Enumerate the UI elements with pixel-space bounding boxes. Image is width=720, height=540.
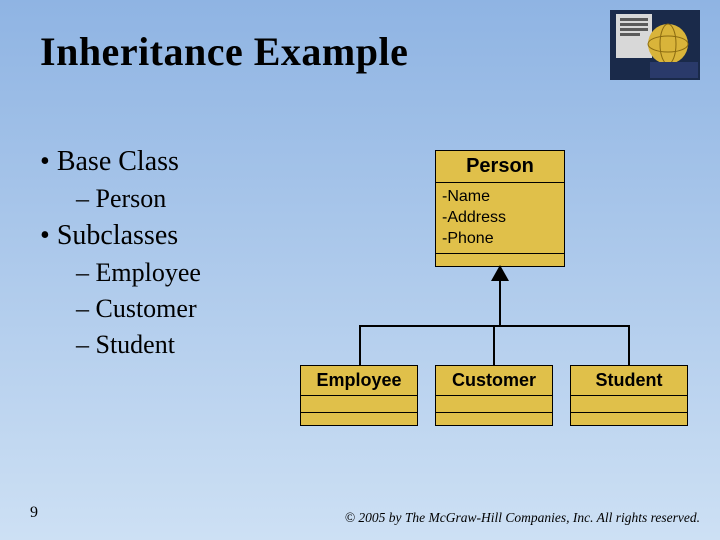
slide-title: Inheritance Example (40, 28, 408, 75)
copyright-text: © 2005 by The McGraw-Hill Companies, Inc… (345, 510, 700, 526)
uml-class-employee-ops (301, 413, 417, 425)
uml-class-employee-attrs (301, 396, 417, 413)
uml-class-employee: Employee (300, 365, 418, 426)
uml-class-student-title: Student (571, 366, 687, 396)
uml-class-person-attrs: -Name -Address -Phone (436, 183, 564, 254)
page-number: 9 (30, 504, 38, 522)
uml-class-student-ops (571, 413, 687, 425)
connector-drop-customer (493, 325, 495, 365)
connector-drop-student (628, 325, 630, 365)
uml-class-student-attrs (571, 396, 687, 413)
uml-inheritance-diagram: Person -Name -Address -Phone Employee Cu… (300, 150, 700, 450)
uml-class-customer-ops (436, 413, 552, 425)
uml-class-customer-title: Customer (436, 366, 552, 396)
uml-class-customer: Customer (435, 365, 553, 426)
uml-class-student: Student (570, 365, 688, 426)
connector-stem (499, 281, 501, 325)
inheritance-arrowhead (491, 265, 509, 281)
decorative-corner-image (610, 10, 700, 80)
connector-drop-employee (359, 325, 361, 365)
uml-class-person: Person -Name -Address -Phone (435, 150, 565, 267)
uml-class-employee-title: Employee (301, 366, 417, 396)
uml-class-customer-attrs (436, 396, 552, 413)
uml-class-person-title: Person (436, 151, 564, 183)
